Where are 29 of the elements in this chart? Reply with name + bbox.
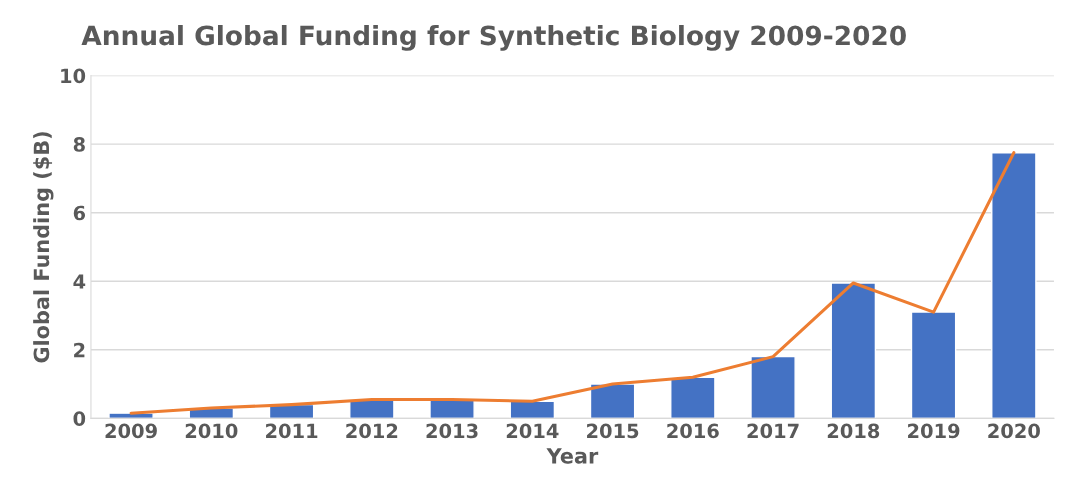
chart-title: Annual Global Funding for Synthetic Biology 2009-2020 [81,24,906,51]
x-tick-label: 2013 [426,423,478,439]
x-tick-label: 2019 [908,423,960,439]
bar [750,355,796,419]
x-tick-label: 2020 [988,423,1040,439]
bar [509,400,556,419]
bar [830,282,877,419]
line-series [129,151,1016,415]
bar [670,376,716,419]
y-tick-label: 10 [61,68,86,84]
x-tick-label: 2011 [266,423,318,439]
y-tick-label: 8 [73,137,85,152]
x-tick-label: 2010 [185,423,238,439]
x-tick-label: 2016 [667,423,719,439]
y-tick-label: 4 [73,274,86,289]
x-axis-title: Year [546,448,599,464]
x-tick-label: 2017 [747,423,799,439]
bar [991,152,1037,419]
x-tick-label: 2015 [587,423,639,439]
bar [910,311,957,419]
x-tick-label: 2012 [346,423,398,439]
x-tick-label: 2018 [827,423,880,439]
x-tick-label: 2009 [105,423,157,439]
y-tick-label: 0 [73,411,86,426]
y-axis-title: Global Funding ($B) [33,132,54,363]
bar [589,383,636,419]
y-tick-label: 2 [74,342,85,358]
y-tick-label: 6 [73,205,86,221]
x-tick-label: 2014 [506,423,559,439]
